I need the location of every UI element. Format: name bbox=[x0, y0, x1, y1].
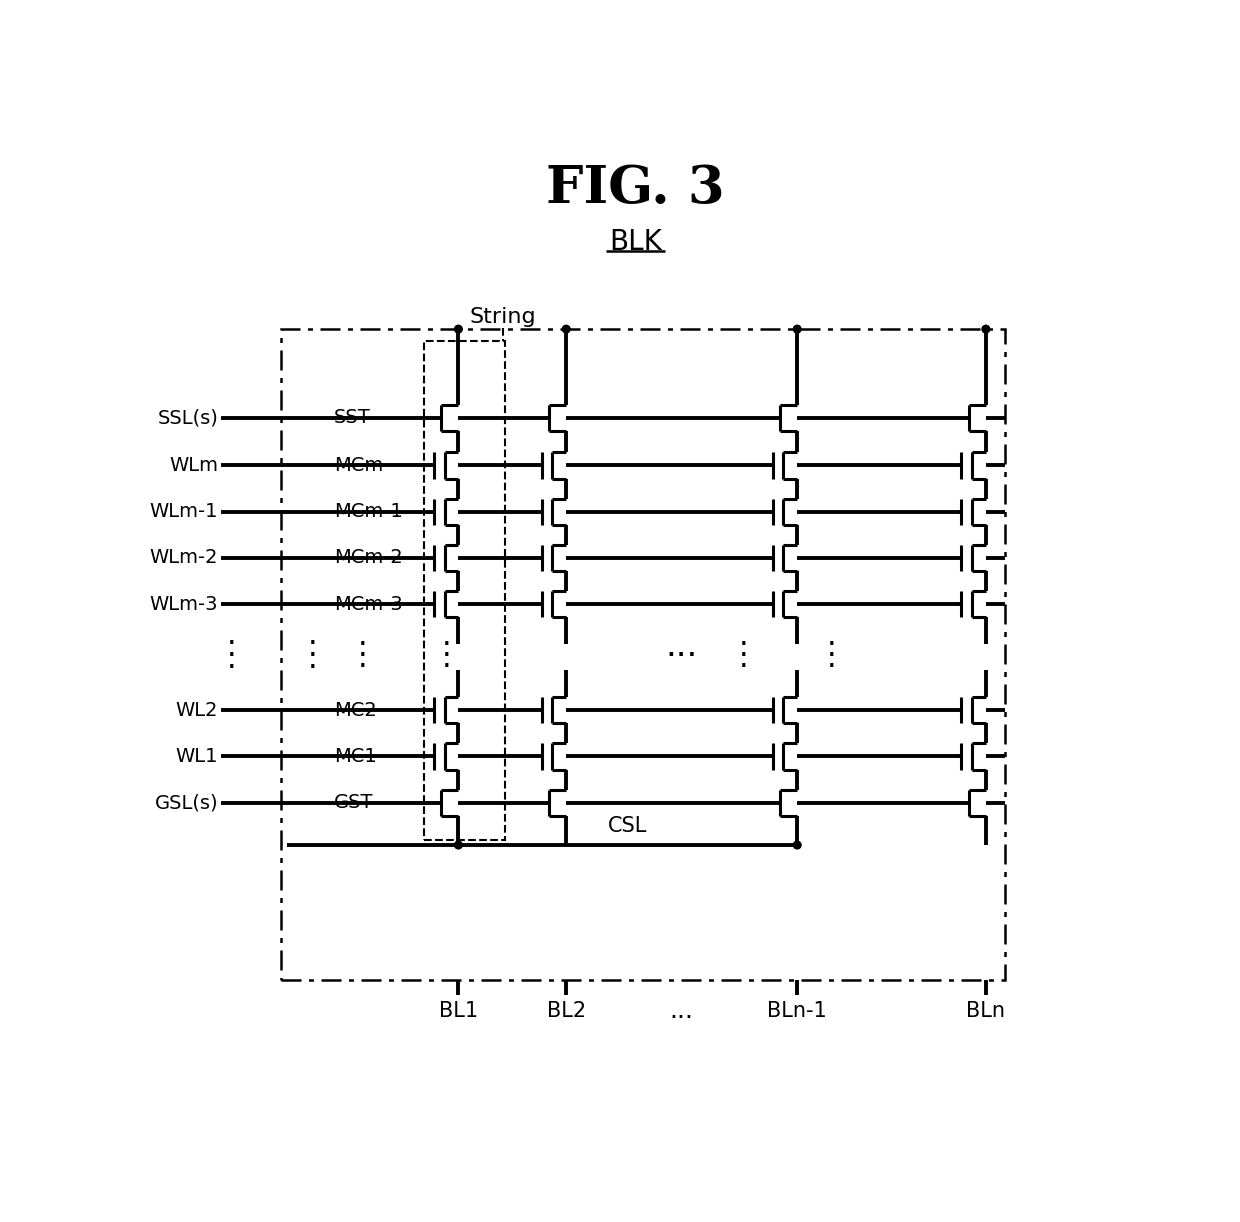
Text: GST: GST bbox=[334, 793, 373, 813]
Text: WLm-1: WLm-1 bbox=[150, 502, 218, 521]
Text: SSL(s): SSL(s) bbox=[157, 408, 218, 428]
Text: GSL(s): GSL(s) bbox=[155, 793, 218, 813]
Text: ·: · bbox=[739, 642, 748, 671]
Circle shape bbox=[794, 325, 801, 332]
Text: WLm-3: WLm-3 bbox=[150, 595, 218, 613]
Circle shape bbox=[982, 325, 990, 332]
Circle shape bbox=[563, 325, 570, 332]
Text: ·: · bbox=[308, 654, 317, 683]
Text: ·: · bbox=[357, 642, 367, 671]
Text: BLn: BLn bbox=[966, 1001, 1006, 1020]
Text: ·: · bbox=[227, 654, 236, 683]
Text: ·: · bbox=[357, 653, 367, 682]
Text: ···: ··· bbox=[666, 640, 698, 673]
Circle shape bbox=[455, 325, 463, 332]
Text: ·: · bbox=[827, 642, 837, 671]
Text: CSL: CSL bbox=[608, 816, 647, 836]
Text: MC2: MC2 bbox=[334, 700, 377, 720]
Text: MCm-2: MCm-2 bbox=[334, 549, 403, 567]
Text: FIG. 3: FIG. 3 bbox=[546, 163, 725, 214]
Text: WLm-2: WLm-2 bbox=[150, 549, 218, 567]
Bar bbox=[424, 341, 505, 840]
Text: String: String bbox=[470, 307, 537, 326]
Circle shape bbox=[794, 841, 801, 849]
Text: ·: · bbox=[308, 629, 317, 659]
Text: BLK: BLK bbox=[609, 229, 662, 257]
Text: MCm: MCm bbox=[334, 456, 383, 475]
Text: WL1: WL1 bbox=[176, 747, 218, 766]
Text: MCm-1: MCm-1 bbox=[334, 502, 403, 521]
Text: ·: · bbox=[357, 631, 367, 660]
Text: ...: ... bbox=[670, 998, 693, 1023]
Text: BL1: BL1 bbox=[439, 1001, 477, 1020]
Text: ·: · bbox=[308, 642, 317, 671]
Text: SST: SST bbox=[334, 408, 371, 428]
Text: MCm-3: MCm-3 bbox=[334, 595, 403, 613]
Text: ·: · bbox=[227, 629, 236, 659]
Text: ·: · bbox=[441, 631, 451, 660]
Circle shape bbox=[455, 841, 463, 849]
Text: WL2: WL2 bbox=[176, 700, 218, 720]
Text: ·: · bbox=[827, 653, 837, 682]
Text: MC1: MC1 bbox=[334, 747, 377, 766]
Text: ·: · bbox=[739, 631, 748, 660]
Text: BL2: BL2 bbox=[547, 1001, 585, 1020]
Text: ·: · bbox=[227, 642, 236, 671]
Text: ·: · bbox=[441, 642, 451, 671]
Text: ·: · bbox=[827, 631, 837, 660]
Text: BLn-1: BLn-1 bbox=[768, 1001, 827, 1020]
Text: ·: · bbox=[739, 653, 748, 682]
Text: ·: · bbox=[441, 653, 451, 682]
Text: WLm: WLm bbox=[169, 456, 218, 475]
